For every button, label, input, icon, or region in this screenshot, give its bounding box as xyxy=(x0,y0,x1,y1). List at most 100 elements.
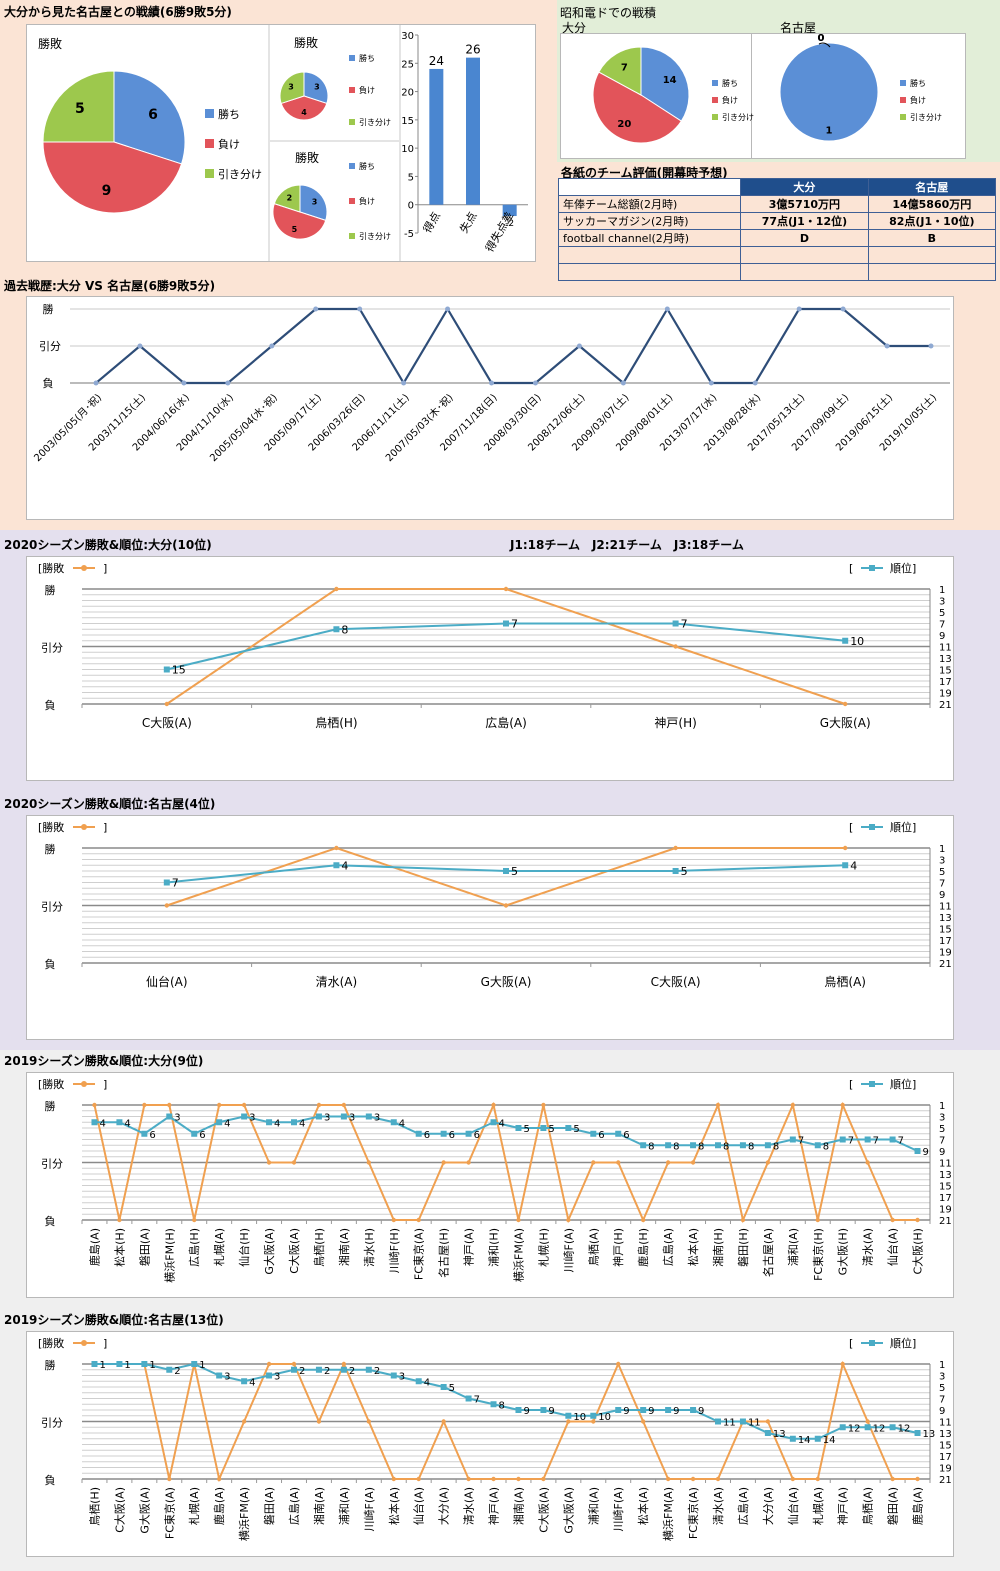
y-tick-label: 勝 xyxy=(45,583,56,597)
x-tick-label: 松本(H) xyxy=(112,1228,126,1267)
rank-point xyxy=(789,1136,796,1143)
legend-label: [ xyxy=(849,562,853,575)
results-point xyxy=(566,1419,571,1424)
y2-tick-label: 3 xyxy=(939,597,945,608)
rank-point xyxy=(163,879,170,886)
rank-data-label: 8 xyxy=(748,1141,754,1152)
rank-data-label: 4 xyxy=(424,1377,430,1388)
rank-point xyxy=(690,1142,697,1149)
legend-swatch xyxy=(349,198,355,204)
x-tick-label: 湘南(A) xyxy=(511,1487,525,1525)
results-point xyxy=(765,1160,771,1165)
legend-marker xyxy=(869,1081,875,1087)
rank-point xyxy=(365,1113,372,1120)
data-point xyxy=(796,306,802,312)
results-point xyxy=(441,1419,446,1424)
results-point xyxy=(466,1476,471,1482)
rank-point xyxy=(640,1407,647,1413)
pie-data-label: 3 xyxy=(314,83,320,92)
results-point xyxy=(843,845,848,851)
pie-slice xyxy=(42,141,183,214)
results-point xyxy=(167,1102,172,1108)
rank-data-label: 4 xyxy=(249,1377,255,1388)
league-info: J1:18チーム J2:21チーム J3:18チーム xyxy=(510,538,744,552)
x-tick-label: 広島(A) xyxy=(287,1487,301,1525)
rank-data-label: 8 xyxy=(341,623,348,636)
results-point xyxy=(840,1102,845,1108)
rank-data-label: 6 xyxy=(424,1130,430,1141)
rank-data-label: 7 xyxy=(511,618,518,631)
pie-title: 勝敗 xyxy=(295,150,319,165)
table-cell: football channel(2月時) xyxy=(557,229,742,247)
x-tick-label: 鹿島(A) xyxy=(212,1487,226,1525)
bar xyxy=(429,68,444,205)
rank-data-label: 3 xyxy=(349,1113,355,1124)
s2020-oita-title: 2020シーズン勝敗&順位:大分(10位) xyxy=(4,538,212,552)
legend-swatch xyxy=(712,97,718,103)
legend-label: 勝ち xyxy=(722,78,738,88)
rank-point xyxy=(615,1407,622,1413)
legend-swatch xyxy=(205,109,214,118)
rank-point xyxy=(715,1418,721,1425)
rank-point xyxy=(216,1119,223,1126)
y2-tick-label: 5 xyxy=(939,1124,945,1135)
rank-point xyxy=(839,1136,846,1143)
y2-tick-label: 3 xyxy=(939,1372,945,1383)
results-point xyxy=(334,586,339,592)
rank-point xyxy=(565,1412,572,1419)
x-tick-label: 清水(A) xyxy=(316,975,358,989)
rank-point xyxy=(690,1407,697,1413)
rank-point xyxy=(842,862,849,869)
rank-point xyxy=(465,1130,472,1137)
legend-label: 引き分け xyxy=(359,118,391,127)
results-point xyxy=(334,845,339,851)
rank-data-label: 14 xyxy=(798,1435,811,1446)
results-point xyxy=(291,1361,297,1367)
results-point xyxy=(865,1160,870,1165)
x-tick-label: 札幌(A) xyxy=(811,1487,825,1525)
rank-data-label: 9 xyxy=(623,1406,629,1417)
legend-label: ] xyxy=(103,1078,107,1091)
results-point xyxy=(266,1361,272,1367)
rank-point xyxy=(340,1366,347,1373)
x-tick-label: 得点 xyxy=(421,210,443,236)
rank-data-label: 12 xyxy=(898,1423,911,1434)
data-point xyxy=(181,380,187,386)
legend-label: ] xyxy=(103,1337,107,1350)
showa-nagoya-label: 名古屋 xyxy=(780,21,817,35)
legend-label: [ xyxy=(849,821,853,834)
x-tick-label: 川崎F(H) xyxy=(387,1228,401,1273)
y-tick-label: 負 xyxy=(45,699,56,712)
legend-label: [勝敗 xyxy=(38,1077,64,1091)
pie-data-label: 3 xyxy=(288,83,294,92)
pie-data-label: 3 xyxy=(312,197,318,206)
rank-data-label: 9 xyxy=(523,1406,529,1417)
x-tick-label: 磐田(H) xyxy=(736,1228,750,1267)
pie-slice xyxy=(303,71,329,105)
x-tick-label: 札幌(A) xyxy=(187,1487,201,1525)
y2-tick-label: 5 xyxy=(939,867,945,878)
legend-label: 勝ち xyxy=(359,161,375,171)
pie-leader-line xyxy=(818,42,831,48)
legend-label: [勝敗 xyxy=(38,561,64,575)
rank-data-label: 2 xyxy=(324,1366,330,1377)
x-tick-label: 川崎F(A) xyxy=(561,1228,575,1272)
pie-data-label: 14 xyxy=(663,75,677,86)
rank-data-label: 5 xyxy=(681,865,688,878)
results-point xyxy=(216,1476,222,1482)
results-point xyxy=(640,1419,646,1424)
legend-marker xyxy=(81,1340,87,1346)
legend-label: 負け xyxy=(910,95,926,105)
results-point xyxy=(366,1419,372,1424)
x-tick-label: 大分(A) xyxy=(437,1487,451,1525)
rank-data-label: 6 xyxy=(598,1130,604,1141)
y2-tick-label: 3 xyxy=(939,856,945,867)
rank-point xyxy=(864,1424,871,1431)
rank-point xyxy=(440,1384,447,1390)
y2-tick-label: 1 xyxy=(939,844,945,855)
x-tick-label: 浦和(A) xyxy=(587,1487,600,1525)
x-tick-label: 広島(A) xyxy=(485,715,527,730)
y2-tick-label: 15 xyxy=(939,1441,952,1452)
results-point xyxy=(316,1102,322,1108)
results-point xyxy=(216,1102,222,1108)
